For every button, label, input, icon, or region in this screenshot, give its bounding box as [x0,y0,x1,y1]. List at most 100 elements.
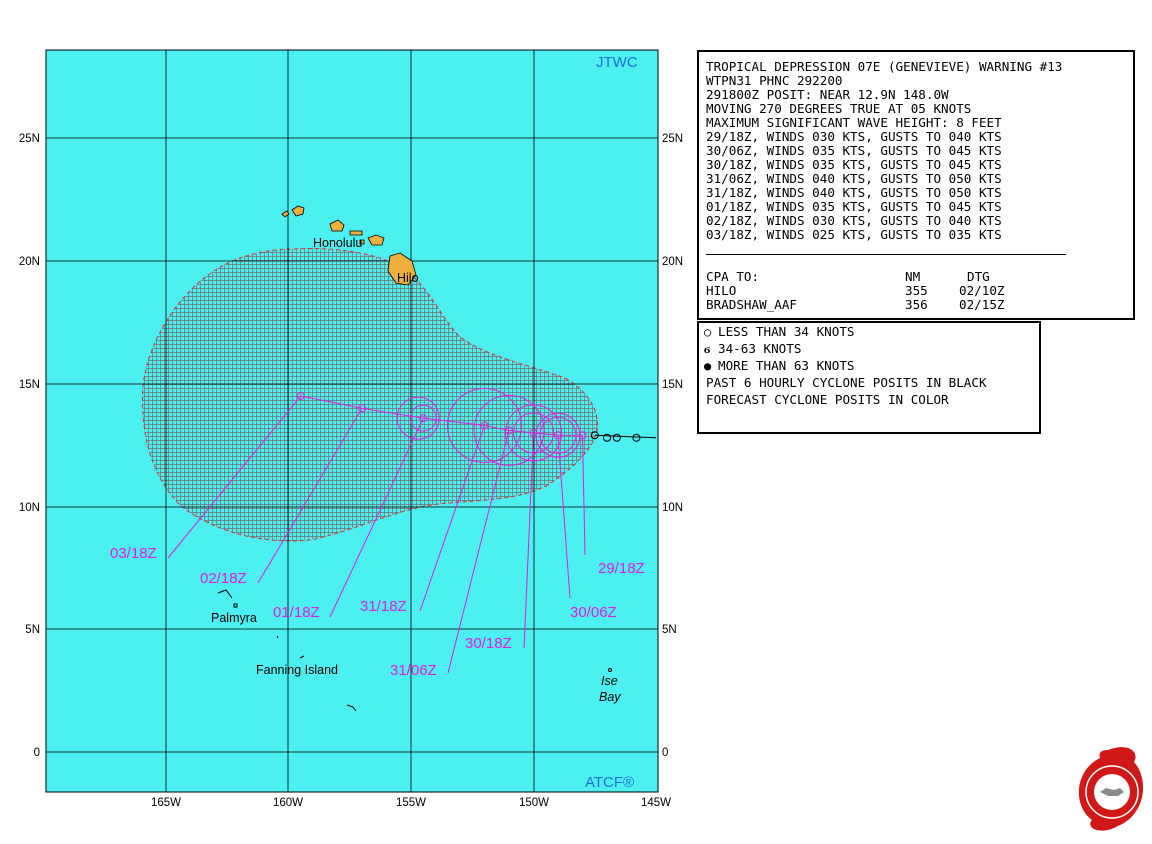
jtwc-pearl-harbor-logo [1078,747,1144,831]
lat-label-right-25n: 25N [662,133,683,145]
lat-label-right-5n: 5N [662,624,677,636]
forecast-position-marker [358,404,366,413]
cpa-nm: 356 [905,297,928,312]
lat-label-left-15n: 15N [19,379,40,391]
forecast-leader-line [582,435,586,556]
wind-radius-circle [539,416,577,454]
island-molokai [349,230,363,236]
forecast-line: 01/18Z, WINDS 035 KTS, GUSTS TO 045 KTS [706,199,1002,214]
forecast-leader-line [257,408,363,584]
forecast-time-label: 30/06Z [570,604,617,621]
open-circle-icon: ○ [704,325,712,339]
warning-wtpn: WTPN31 PHNC 292200 [706,73,843,88]
warning-info-panel: TROPICAL DEPRESSION 07E (GENEVIEVE) WARN… [697,50,1135,320]
island-hawaii [387,252,417,286]
danger-area [142,248,598,542]
lat-label-left-10n: 10N [19,502,40,514]
cpa-header-label: CPA TO: [706,269,760,284]
lon-label-145w: 145W [641,797,671,809]
forecast-leader-line [447,430,510,674]
legend-past: PAST 6 HOURLY CYCLONE POSITS IN BLACK [706,375,987,390]
forecast-time-label: 29/18Z [598,560,645,577]
place-honolulu: Honolulu [313,236,362,250]
forecast-time-label: 31/18Z [360,598,407,615]
cpa-header-nm: NM [905,269,921,284]
island-lanai [359,239,365,245]
forecast-time-label: 31/06Z [390,662,437,679]
forecast-position-marker [296,392,305,401]
lat-label-right-10n: 10N [662,502,683,514]
lat-label-right-20n: 20N [662,256,683,268]
lon-label-155w: 155W [396,797,426,809]
forecast-position-marker [505,426,513,435]
forecast-leader-line [557,435,571,599]
lat-label-right-0: 0 [662,747,668,759]
cpa-nm: 355 [905,283,928,298]
typhoon-symbol-icon: ● [704,359,712,373]
cpa-dtg: 02/10Z [959,283,1005,298]
warning-title: TROPICAL DEPRESSION 07E (GENEVIEVE) WARN… [706,59,1063,74]
past-track-line [594,434,657,439]
lat-label-left-20n: 20N [19,256,40,268]
forecast-line: 31/06Z, WINDS 040 KTS, GUSTS TO 050 KTS [706,171,1002,186]
forecast-line: 02/18Z, WINDS 030 KTS, GUSTS TO 040 KTS [706,213,1002,228]
forecast-position-marker [480,421,489,430]
island-maui [367,234,385,246]
wind-radius-circle [409,404,437,432]
forecast-leader-line [419,425,485,612]
cpa-header-dtg: DTG [967,269,990,284]
island-oahu [329,219,345,232]
latitude-labels: 25N 20N 15N 10N 5N 0 25N 20N 15N 10N 5N … [19,133,683,759]
wind-radius-circle [513,412,554,454]
hawaiian-islands [281,205,417,286]
past-position-marker [603,433,611,442]
place-palmyra: Palmyra [211,611,257,625]
past-position-marker [612,433,621,442]
forecast-line: 31/18Z, WINDS 040 KTS, GUSTS TO 050 KTS [706,185,1002,200]
past-position-marker [632,433,641,442]
lon-label-150w: 150W [519,797,549,809]
forecast-line: 30/06Z, WINDS 035 KTS, GUSTS TO 045 KTS [706,143,1002,158]
forecast-time-label: 30/18Z [465,635,512,652]
lat-label-left-25n: 25N [19,133,40,145]
forecast-time-label: 02/18Z [200,570,247,587]
warning-posit: 291800Z POSIT: NEAR 12.9N 148.0W [706,87,949,102]
forecast-leader-line [167,395,302,559]
legend-34-63: 34-63 KNOTS [718,341,802,356]
forecast-time-label: 03/18Z [110,545,157,562]
legend-gt63: MORE THAN 63 KNOTS [718,358,855,373]
legend-forecast: FORECAST CYCLONE POSITS IN COLOR [706,392,949,407]
jtwc-brand: JTWC [596,54,638,71]
longitude-labels: 165W 160W 155W 150W 145W [151,797,671,809]
place-hilo: Hilo [397,271,419,285]
minor-islands [217,589,612,712]
lat-label-left-5n: 5N [25,624,40,636]
storm-symbol-icon: ϭ [704,342,711,356]
legend-panel: ○ LESS THAN 34 KNOTS ϭ 34-63 KNOTS ● MOR… [697,321,1041,434]
warning-moving: MOVING 270 DEGREES TRUE AT 05 KNOTS [706,101,972,116]
island-kauai [291,205,305,217]
forecast-leader-line [329,417,424,618]
cpa-place: BRADSHAW_AAF [706,297,797,312]
forecast-position-marker [419,414,428,423]
island-niihau [281,210,290,218]
forecast-time-label: 01/18Z [273,604,320,621]
place-bay: Bay [599,690,621,704]
legend-lt34: LESS THAN 34 KNOTS [718,324,855,339]
forecast-line: 03/18Z, WINDS 025 KTS, GUSTS TO 035 KTS [706,227,1002,242]
lon-label-165w: 165W [151,797,181,809]
forecast-line: 30/18Z, WINDS 035 KTS, GUSTS TO 045 KTS [706,157,1002,172]
cpa-dtg: 02/15Z [959,297,1005,312]
wind-radius-circle [396,396,440,440]
wind-radius-circle [473,394,545,466]
lat-label-right-15n: 15N [662,379,683,391]
atcf-brand: ATCF® [585,774,634,791]
forecast-line: 29/18Z, WINDS 030 KTS, GUSTS TO 040 KTS [706,129,1002,144]
wind-radius-circle [447,387,522,463]
cpa-place: HILO [706,283,737,298]
lon-label-160w: 160W [273,797,303,809]
forecast-track-line [300,395,583,436]
lat-label-left-0: 0 [34,747,40,759]
divider [706,254,1066,255]
